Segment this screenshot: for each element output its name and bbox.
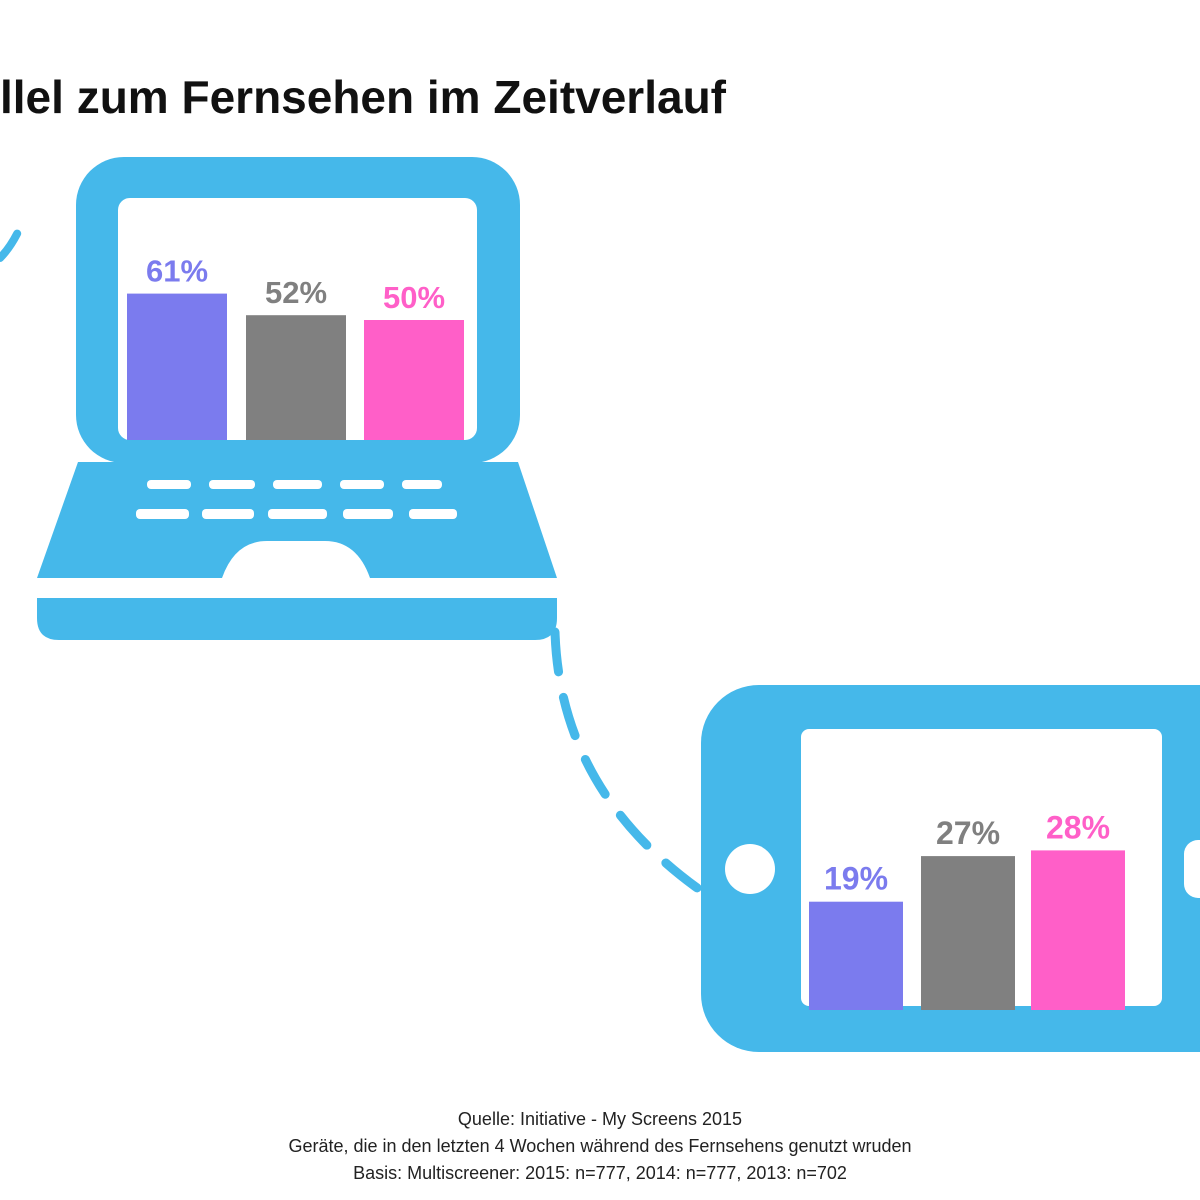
sample-size-note: Basis: Multiscreener: 2015: n=777, 2014:… (353, 1163, 847, 1183)
laptop-bar-label-3: 50% (383, 280, 445, 315)
laptop-bar-1 (127, 293, 227, 440)
smartphone-bar-3 (1031, 850, 1125, 1010)
page-title: llel zum Fernsehen im Zeitverlauf (0, 71, 726, 123)
laptop-bar-chart: 61% 52% 50% (127, 254, 464, 440)
smartphone-bar-label-1: 19% (824, 861, 888, 897)
dashed-connector-middle (550, 627, 705, 895)
laptop-bar-3 (364, 320, 464, 440)
smartphone-bar-1 (809, 901, 903, 1010)
laptop-bar-label-2: 52% (265, 275, 327, 310)
smartphone-bar-2 (921, 856, 1015, 1010)
smartphone-bar-label-2: 27% (936, 815, 1000, 851)
laptop-bar-2 (246, 315, 346, 440)
smartphone-bar-chart: 19% 27% 28% (809, 809, 1125, 1010)
smartphone-bar-label-3: 28% (1046, 809, 1110, 845)
laptop-bar-label-1: 61% (146, 254, 208, 289)
basis-description: Geräte, die in den letzten 4 Wochen währ… (288, 1136, 912, 1156)
source-line: Quelle: Initiative - My Screens 2015 (457, 1109, 743, 1129)
source-note: Quelle: Initiative - My Screens 2015 Ger… (0, 1106, 1200, 1187)
dashed-connector-left (0, 228, 22, 262)
